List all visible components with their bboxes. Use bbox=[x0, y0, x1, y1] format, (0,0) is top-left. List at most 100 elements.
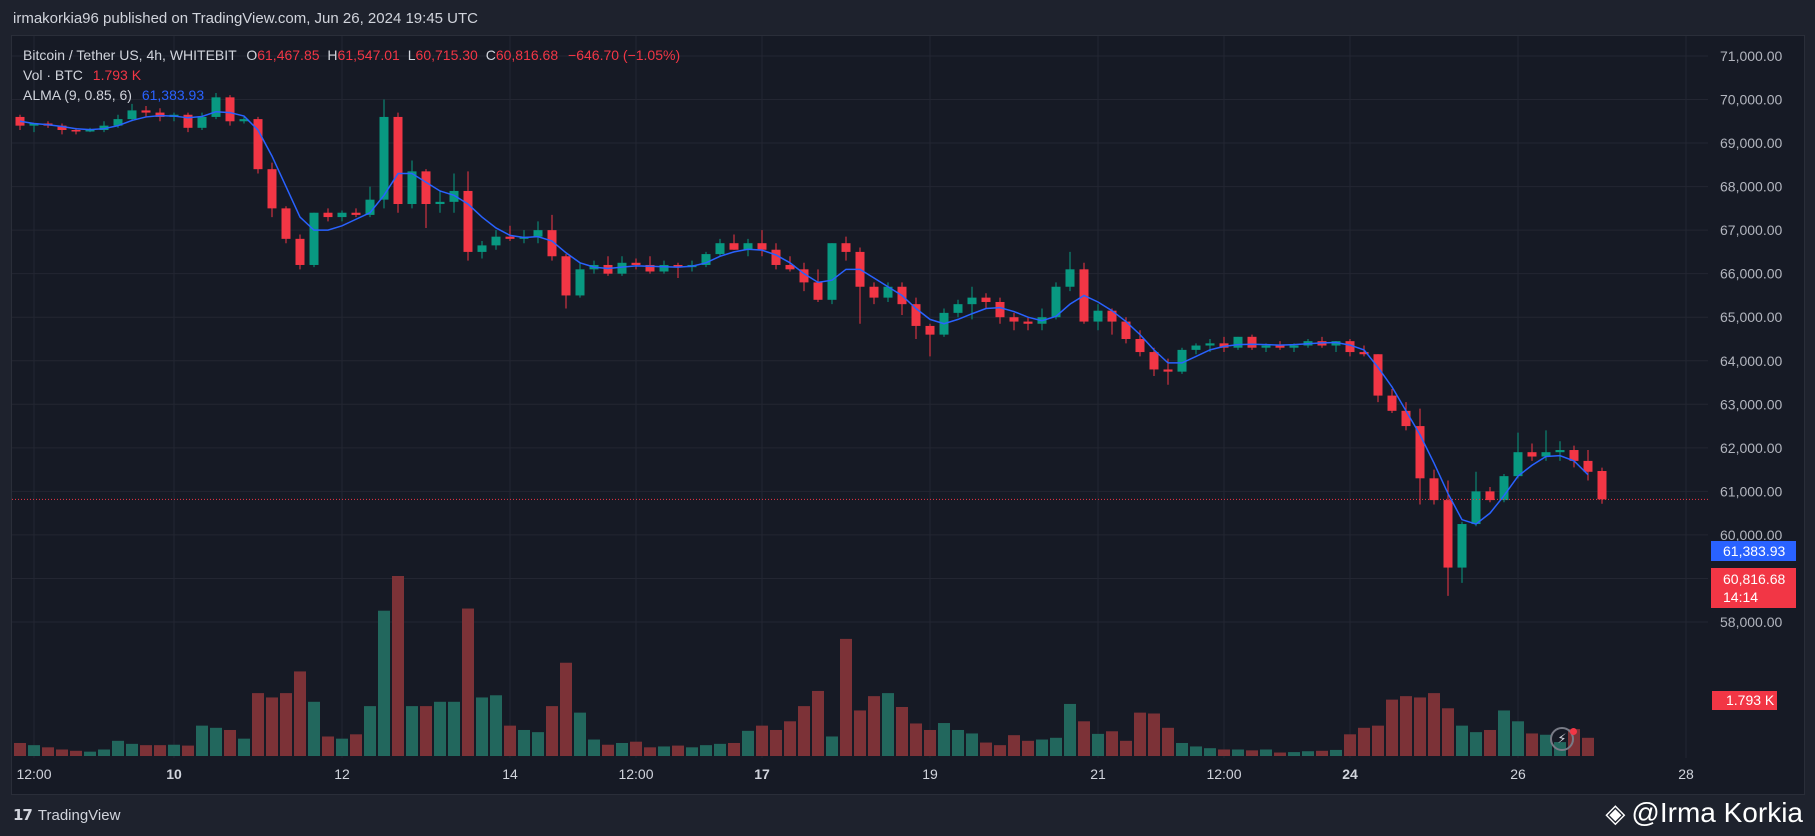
candle-body[interactable] bbox=[127, 110, 137, 120]
candle-body[interactable] bbox=[1093, 310, 1103, 322]
candle-body[interactable] bbox=[155, 112, 165, 117]
candle-body[interactable] bbox=[1359, 352, 1369, 355]
candle-body[interactable] bbox=[603, 264, 613, 274]
candle-body[interactable] bbox=[631, 262, 641, 265]
candle-body[interactable] bbox=[99, 125, 109, 130]
candle-body[interactable] bbox=[799, 269, 809, 283]
candle-body[interactable] bbox=[463, 190, 473, 252]
candle-body[interactable] bbox=[981, 297, 991, 302]
candle-body[interactable] bbox=[29, 123, 39, 126]
candle-body[interactable] bbox=[295, 238, 305, 265]
candle-body[interactable] bbox=[1471, 491, 1481, 525]
candle-body[interactable] bbox=[141, 110, 151, 113]
candle-body[interactable] bbox=[575, 269, 585, 296]
candle-body[interactable] bbox=[337, 212, 347, 218]
candle-body[interactable] bbox=[1569, 450, 1579, 461]
candle-body[interactable] bbox=[827, 243, 837, 300]
candle-body[interactable] bbox=[1233, 336, 1243, 348]
candle-body[interactable] bbox=[491, 236, 501, 246]
candle-body[interactable] bbox=[239, 119, 249, 122]
candles[interactable] bbox=[15, 92, 1607, 596]
candle-body[interactable] bbox=[15, 116, 25, 126]
candle-body[interactable] bbox=[1401, 410, 1411, 427]
candle-body[interactable] bbox=[1387, 395, 1397, 411]
candle-body[interactable] bbox=[1597, 471, 1607, 500]
chart-pane[interactable] bbox=[11, 35, 1805, 795]
candle-body[interactable] bbox=[1163, 369, 1173, 372]
candle-body[interactable] bbox=[1415, 426, 1425, 479]
candle-body[interactable] bbox=[967, 297, 977, 305]
symbol-label[interactable]: Bitcoin / Tether US, 4h, WHITEBIT bbox=[23, 47, 237, 63]
candle-body[interactable] bbox=[925, 325, 935, 335]
candle-body[interactable] bbox=[673, 264, 683, 268]
candle-body[interactable] bbox=[379, 116, 389, 200]
candle-body[interactable] bbox=[1513, 452, 1523, 477]
candle-body[interactable] bbox=[1107, 310, 1117, 322]
candle-body[interactable] bbox=[1499, 476, 1509, 501]
lightning-icon[interactable]: ⚡ bbox=[1550, 727, 1574, 751]
candle-body[interactable] bbox=[267, 169, 277, 209]
candle-body[interactable] bbox=[715, 243, 725, 255]
candle-body[interactable] bbox=[1121, 321, 1131, 339]
candle-body[interactable] bbox=[421, 171, 431, 205]
candle-body[interactable] bbox=[323, 212, 333, 218]
candle-body[interactable] bbox=[1247, 336, 1257, 348]
candle-body[interactable] bbox=[1051, 286, 1061, 318]
candle-body[interactable] bbox=[785, 264, 795, 270]
candle-body[interactable] bbox=[57, 125, 67, 130]
candle-body[interactable] bbox=[197, 116, 207, 128]
candle-body[interactable] bbox=[617, 262, 627, 274]
candle-body[interactable] bbox=[1289, 345, 1299, 348]
candle-body[interactable] bbox=[435, 201, 445, 205]
candle-body[interactable] bbox=[1555, 450, 1565, 453]
candle-body[interactable] bbox=[1373, 354, 1383, 396]
candle-body[interactable] bbox=[701, 254, 711, 265]
candle-body[interactable] bbox=[1219, 343, 1229, 348]
candle-body[interactable] bbox=[533, 230, 543, 237]
tradingview-logo[interactable]: 𝟭𝟳 TradingView bbox=[13, 806, 120, 825]
candle-body[interactable] bbox=[85, 129, 95, 132]
candle-body[interactable] bbox=[1177, 349, 1187, 372]
candle-body[interactable] bbox=[645, 264, 655, 272]
candle-body[interactable] bbox=[281, 208, 291, 239]
candle-body[interactable] bbox=[995, 301, 1005, 318]
candle-body[interactable] bbox=[1457, 524, 1467, 568]
candle-body[interactable] bbox=[841, 243, 851, 252]
candle-body[interactable] bbox=[1345, 341, 1355, 353]
candle-body[interactable] bbox=[869, 286, 879, 298]
candle-body[interactable] bbox=[1541, 452, 1551, 457]
time-axis[interactable]: 12:00 10 12 14 12:00 17 19 21 12:00 24 26 28 bbox=[16, 766, 1694, 782]
candle-body[interactable] bbox=[659, 264, 669, 272]
candle-body[interactable] bbox=[1527, 452, 1537, 457]
candle-body[interactable] bbox=[113, 119, 123, 126]
candle-body[interactable] bbox=[211, 97, 221, 117]
candle-body[interactable] bbox=[71, 129, 81, 132]
candle-body[interactable] bbox=[449, 190, 459, 202]
candle-body[interactable] bbox=[1443, 500, 1453, 568]
candle-body[interactable] bbox=[911, 304, 921, 326]
candle-body[interactable] bbox=[1065, 269, 1075, 287]
candle-body[interactable] bbox=[351, 212, 361, 215]
candle-body[interactable] bbox=[1191, 345, 1201, 350]
candle-body[interactable] bbox=[813, 282, 823, 300]
candle-body[interactable] bbox=[365, 199, 375, 215]
candle-body[interactable] bbox=[1583, 460, 1593, 472]
candle-body[interactable] bbox=[253, 119, 263, 170]
candle-body[interactable] bbox=[1429, 478, 1439, 501]
candle-body[interactable] bbox=[1023, 321, 1033, 324]
candle-body[interactable] bbox=[407, 171, 417, 205]
candle-body[interactable] bbox=[883, 286, 893, 298]
candle-body[interactable] bbox=[1135, 338, 1145, 353]
candle-body[interactable] bbox=[757, 243, 767, 250]
volume-label[interactable]: Vol · BTC bbox=[23, 67, 83, 83]
candle-body[interactable] bbox=[1275, 345, 1285, 348]
candle-body[interactable] bbox=[561, 256, 571, 296]
candle-body[interactable] bbox=[1149, 352, 1159, 370]
candle-body[interactable] bbox=[477, 245, 487, 252]
candle-body[interactable] bbox=[1331, 341, 1341, 346]
alma-label[interactable]: ALMA (9, 0.85, 6) bbox=[23, 87, 132, 103]
candle-body[interactable] bbox=[393, 116, 403, 205]
candle-body[interactable] bbox=[309, 212, 319, 265]
candle-body[interactable] bbox=[547, 230, 557, 257]
